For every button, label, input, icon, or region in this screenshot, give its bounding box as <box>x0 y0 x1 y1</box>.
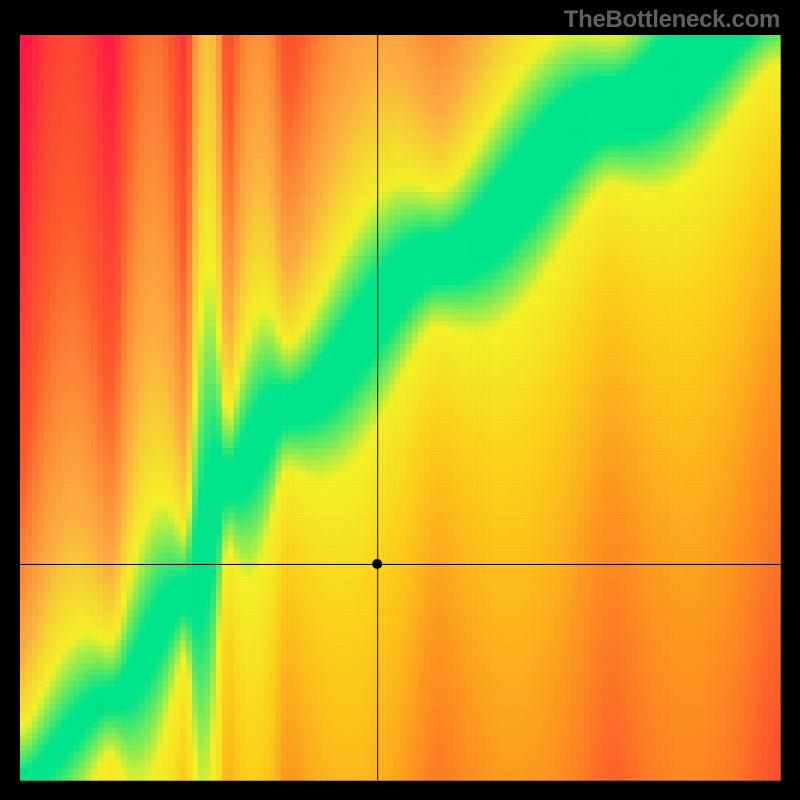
bottleneck-heatmap <box>0 0 800 800</box>
watermark-text: TheBottleneck.com <box>564 6 780 34</box>
